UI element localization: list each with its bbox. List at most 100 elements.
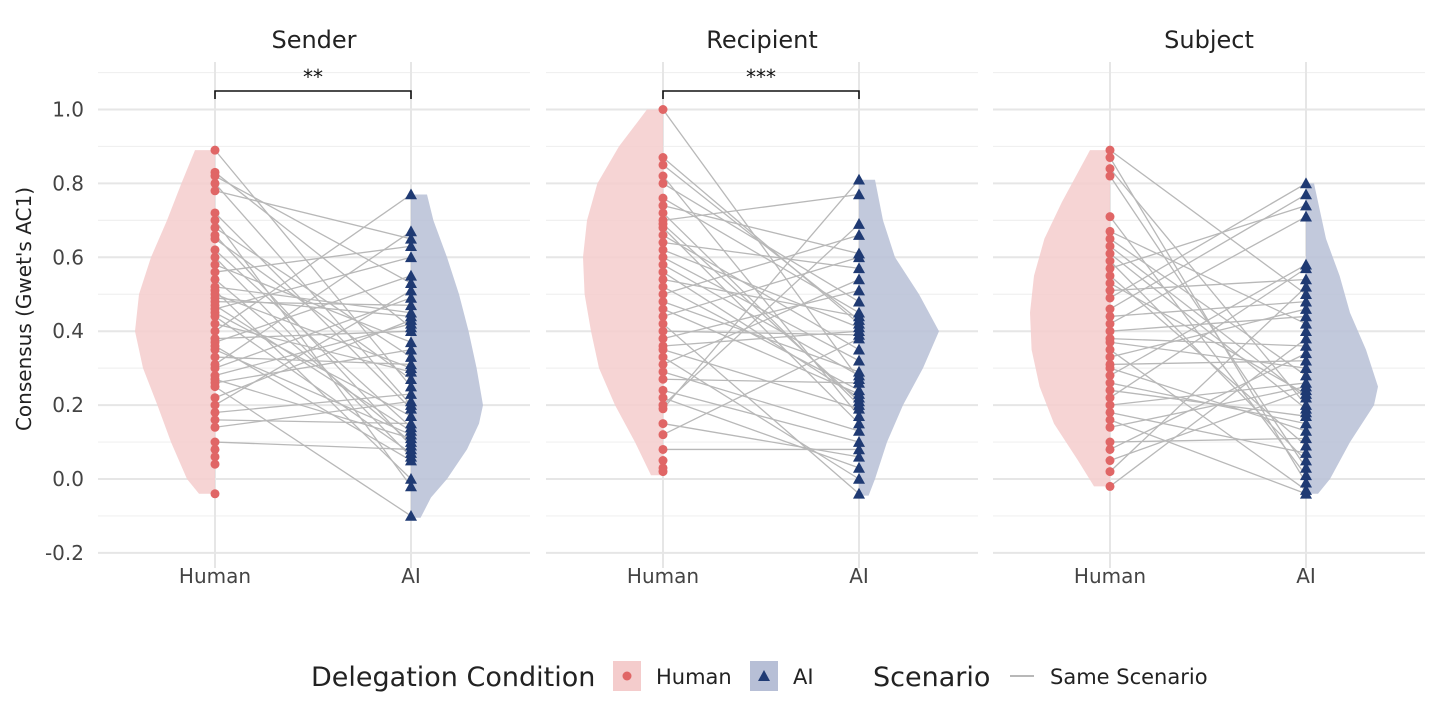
point-human bbox=[658, 304, 668, 314]
point-human bbox=[210, 382, 220, 392]
scenario-line bbox=[214, 190, 412, 240]
point-human bbox=[658, 345, 668, 355]
scenario-line bbox=[662, 422, 860, 458]
violin-ai bbox=[411, 194, 483, 518]
scenario-line bbox=[662, 249, 860, 329]
legend-marker-human bbox=[622, 671, 632, 681]
point-human bbox=[658, 359, 668, 369]
point-human bbox=[658, 297, 668, 307]
point-human bbox=[210, 223, 220, 233]
legend: Delegation Condition Human AI Scenario Same … bbox=[311, 661, 1208, 693]
point-ai bbox=[405, 480, 417, 492]
point-ai bbox=[405, 410, 417, 421]
point-human bbox=[1105, 278, 1115, 288]
scenario-line bbox=[662, 157, 860, 325]
scenario-line bbox=[214, 400, 412, 428]
point-ai bbox=[1300, 210, 1312, 222]
point-ai bbox=[405, 362, 417, 373]
scenario-line bbox=[214, 315, 412, 454]
point-human bbox=[210, 407, 220, 417]
point-ai bbox=[1300, 461, 1312, 473]
significance-bracket bbox=[214, 90, 412, 99]
scenario-line bbox=[662, 330, 860, 347]
point-human bbox=[1105, 241, 1115, 251]
scenario-line bbox=[1109, 216, 1307, 325]
point-ai bbox=[405, 336, 417, 348]
point-ai bbox=[1300, 339, 1312, 351]
point-human bbox=[210, 489, 220, 499]
point-ai bbox=[405, 473, 417, 484]
point-ai bbox=[1300, 469, 1312, 481]
scenario-line bbox=[662, 278, 860, 366]
point-human bbox=[1105, 481, 1115, 491]
panel-title: Recipient bbox=[706, 26, 818, 54]
point-human bbox=[1105, 345, 1115, 355]
legend-label-same-scenario: Same Scenario bbox=[1050, 665, 1208, 689]
point-ai bbox=[853, 436, 865, 447]
point-ai bbox=[1300, 288, 1312, 300]
point-ai bbox=[853, 424, 865, 436]
scenario-line bbox=[214, 212, 412, 410]
significance-bracket bbox=[662, 90, 860, 99]
point-ai bbox=[853, 188, 865, 200]
point-human bbox=[658, 223, 668, 233]
scenario-line bbox=[1109, 182, 1307, 299]
scenario-line bbox=[662, 349, 860, 410]
point-ai bbox=[853, 443, 865, 455]
point-human bbox=[658, 319, 668, 329]
scenario-line bbox=[662, 356, 860, 480]
scenario-line bbox=[214, 312, 412, 417]
scenario-line bbox=[1109, 230, 1307, 325]
point-human bbox=[210, 252, 220, 262]
point-human bbox=[1105, 153, 1115, 163]
point-human bbox=[658, 193, 668, 203]
point-ai bbox=[853, 332, 865, 344]
scenario-line bbox=[662, 227, 860, 425]
x-tick-label: AI bbox=[849, 564, 869, 588]
point-human bbox=[658, 334, 668, 344]
y-tick-label: 0.2 bbox=[52, 393, 84, 417]
legend-label-ai: AI bbox=[793, 665, 814, 689]
point-ai bbox=[405, 240, 417, 252]
scenario-line bbox=[214, 286, 412, 314]
point-ai bbox=[1300, 369, 1312, 381]
point-human bbox=[1105, 415, 1115, 425]
scenario-line bbox=[1109, 411, 1307, 454]
point-human bbox=[658, 252, 668, 262]
point-human bbox=[210, 459, 220, 469]
scenario-line bbox=[1109, 315, 1307, 332]
point-human bbox=[1105, 407, 1115, 417]
point-human bbox=[210, 178, 220, 188]
scenario-line bbox=[662, 278, 860, 318]
point-human bbox=[1105, 286, 1115, 296]
point-human bbox=[210, 186, 220, 196]
point-human bbox=[658, 274, 668, 284]
point-human bbox=[1105, 393, 1115, 403]
scenario-line bbox=[1109, 338, 1307, 487]
y-tick-label: -0.2 bbox=[45, 541, 84, 565]
point-ai bbox=[853, 461, 865, 473]
point-ai bbox=[405, 188, 417, 200]
point-human bbox=[1105, 293, 1115, 303]
scenario-line bbox=[1109, 278, 1307, 292]
scenario-line bbox=[1109, 286, 1307, 473]
point-human bbox=[658, 238, 668, 248]
point-ai bbox=[1300, 325, 1312, 336]
scenario-line bbox=[214, 230, 412, 365]
point-ai bbox=[853, 410, 865, 421]
point-ai bbox=[405, 277, 417, 288]
scenario-line bbox=[1109, 419, 1307, 495]
point-ai bbox=[405, 251, 417, 263]
point-ai bbox=[405, 373, 417, 385]
violin-ai bbox=[1306, 183, 1378, 494]
point-human bbox=[210, 400, 220, 410]
scenario-line bbox=[1109, 282, 1307, 395]
x-tick-label: AI bbox=[1296, 564, 1316, 588]
scenario-line bbox=[1109, 300, 1307, 318]
point-human bbox=[1105, 256, 1115, 266]
point-ai bbox=[853, 373, 865, 385]
point-human bbox=[658, 419, 668, 429]
scenario-line bbox=[662, 234, 860, 295]
point-ai bbox=[1300, 476, 1312, 488]
